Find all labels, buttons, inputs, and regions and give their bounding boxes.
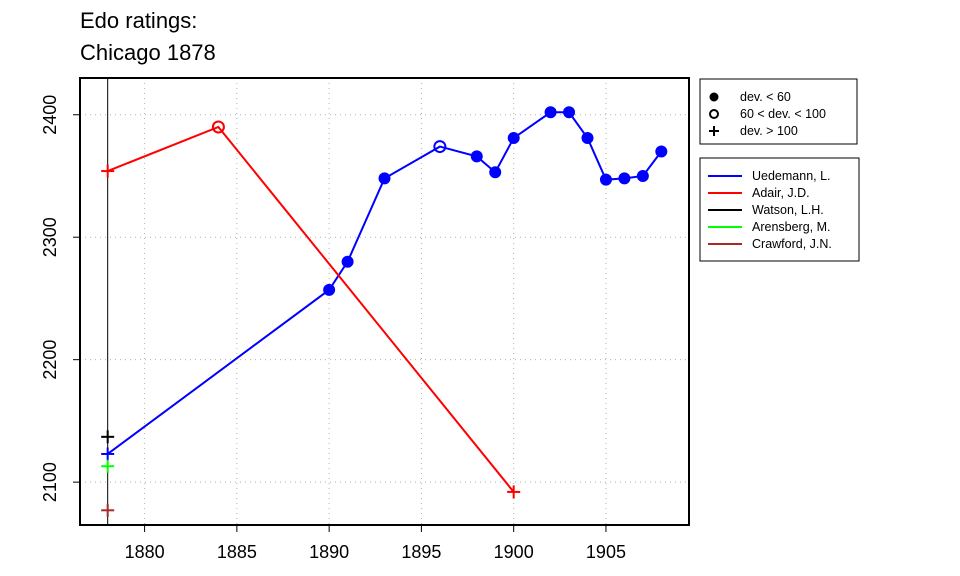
deviation-legend-marker [709,109,719,119]
series-legend-label: Watson, L.H. [752,203,824,217]
y-tick-label: 2400 [40,95,60,135]
deviation-legend-label: 60 < dev. < 100 [740,107,826,121]
series-legend-label: Adair, J.D. [752,186,810,200]
chart-title-line1: Edo ratings: [80,8,198,33]
x-tick-label: 1900 [494,542,534,562]
data-point [101,459,115,473]
x-tick-label: 1880 [125,542,165,562]
data-point [378,172,391,185]
data-point [655,145,668,158]
x-tick-label: 1905 [586,542,626,562]
deviation-legend-label: dev. > 100 [740,124,798,138]
data-point [101,447,115,461]
plot-frame [79,77,690,526]
y-tick-label: 2200 [40,340,60,380]
data-point [341,255,354,268]
data-point [470,150,483,163]
data-point [211,120,225,134]
chart-title-line2: Chicago 1878 [80,40,216,65]
data-point [618,172,631,185]
data-point [101,503,115,517]
y-tick-label: 2100 [40,462,60,502]
series-line [107,111,663,455]
data-point [544,106,557,119]
deviation-legend-label: dev. < 60 [740,90,791,104]
deviation-legend-marker [709,92,719,102]
data-point [489,166,502,179]
series-legend-label: Uedemann, L. [752,169,831,183]
data-point [563,106,576,119]
x-tick-label: 1895 [401,542,441,562]
deviation-legend-box [699,78,858,145]
x-tick-label: 1890 [309,542,349,562]
series-legend-label: Crawford, J.N. [752,237,832,251]
data-point [323,283,336,296]
data-point [433,140,447,154]
data-point [636,169,649,182]
data-point [101,430,115,444]
x-tick-label: 1885 [217,542,257,562]
data-point [599,173,612,186]
data-point [581,132,594,145]
series-line [107,125,515,493]
deviation-legend-marker [709,126,719,136]
data-point [507,132,520,145]
series-legend-label: Arensberg, M. [752,220,831,234]
y-tick-label: 2300 [40,217,60,257]
data-point [101,164,115,178]
data-point [507,485,521,499]
